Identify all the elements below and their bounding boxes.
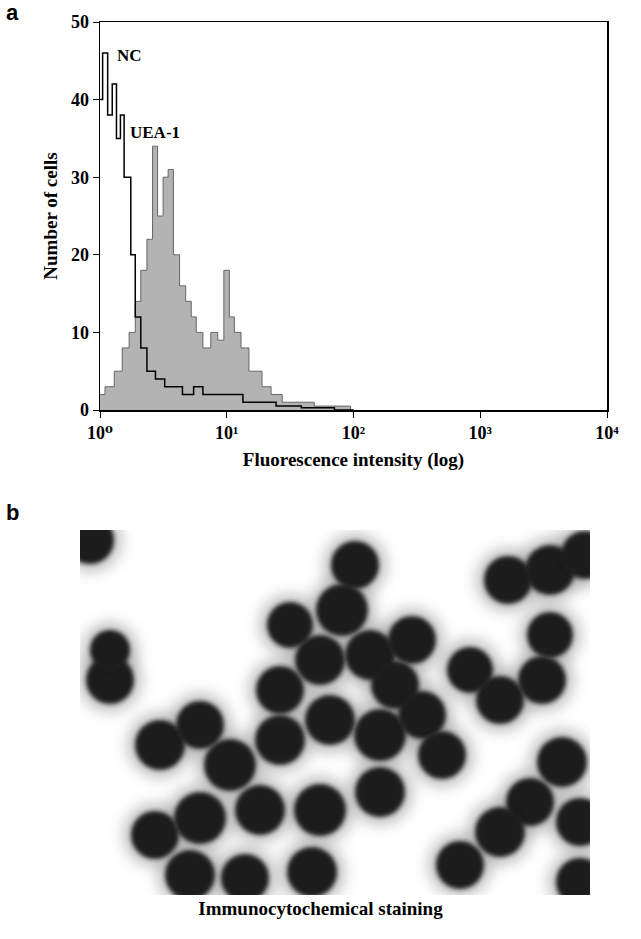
svg-text:0: 0 [80,400,89,420]
svg-text:Fluorescence intensity (log): Fluorescence intensity (log) [243,449,464,471]
html-text:Immunocytochemical staining: Immunocytochemical staining [198,898,443,919]
svg-text:10²: 10² [342,423,365,443]
html-text:b: b [6,500,20,525]
svg-text:10⁴: 10⁴ [595,423,619,443]
svg-text:40: 40 [71,90,89,110]
html-text:a: a [6,0,19,25]
svg-text:30: 30 [71,168,89,188]
svg-text:10³: 10³ [469,423,493,443]
svg-text:10⁰: 10⁰ [87,423,113,443]
svg-text:10¹: 10¹ [215,423,238,443]
svg-text:NC: NC [117,46,142,65]
svg-text:Number of cells: Number of cells [40,152,61,279]
svg-text:20: 20 [71,245,89,265]
svg-text:10: 10 [71,323,89,343]
svg-text:UEA-1: UEA-1 [130,123,180,142]
svg-text:50: 50 [71,12,89,32]
